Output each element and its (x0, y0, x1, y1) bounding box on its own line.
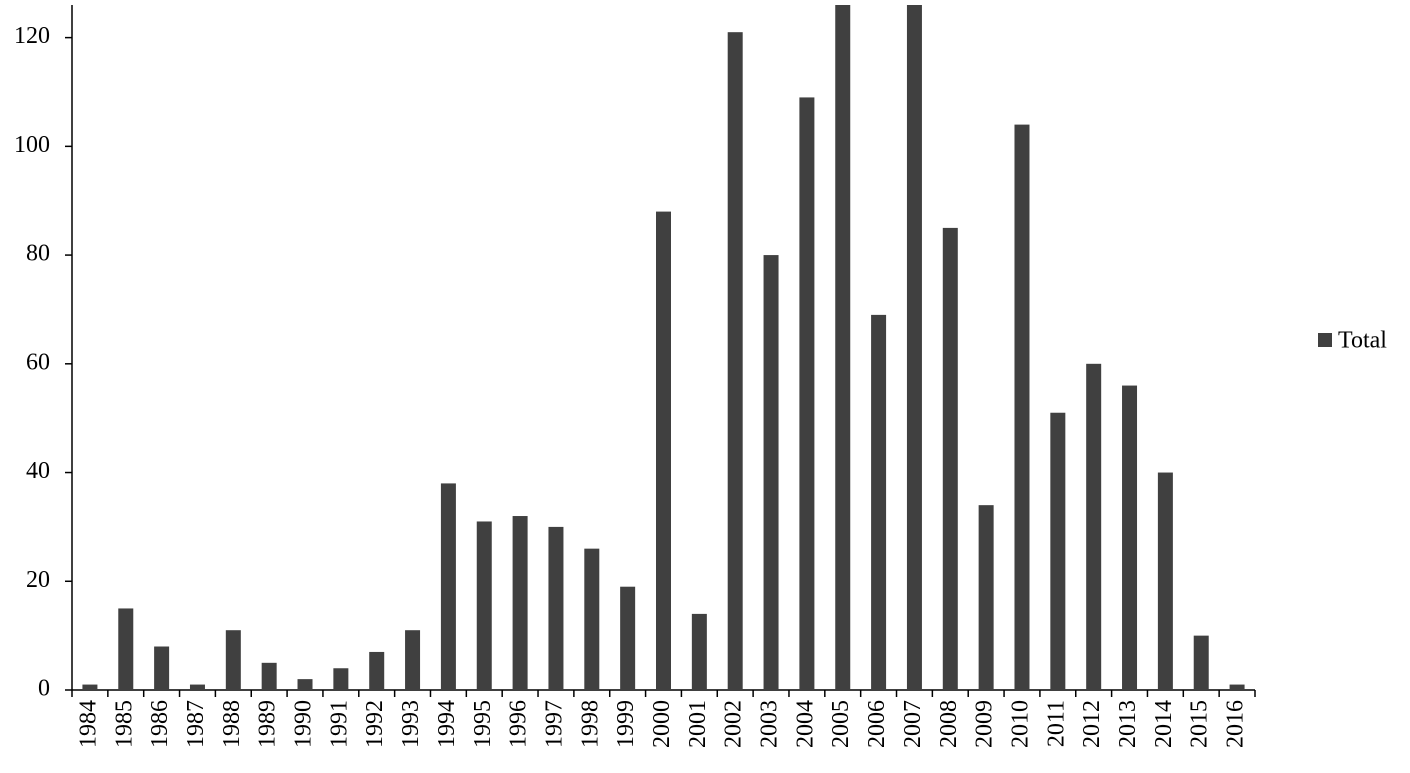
bar (871, 314, 887, 690)
bar (1193, 635, 1209, 690)
x-tick-label: 2003 (757, 700, 783, 748)
bar (727, 32, 743, 690)
bar (835, 5, 851, 690)
bar (548, 526, 564, 690)
bar (691, 613, 707, 690)
x-tick-label: 1990 (291, 700, 317, 748)
bar (799, 97, 815, 690)
bar (1050, 412, 1066, 690)
x-tick-label: 2016 (1223, 700, 1249, 748)
bar (476, 521, 492, 690)
x-tick-label: 2010 (1007, 700, 1033, 748)
x-tick-label: 2011 (1043, 700, 1069, 747)
y-tick-label: 80 (26, 241, 50, 267)
x-tick-label: 1993 (398, 700, 424, 748)
bar (620, 586, 636, 690)
bar (297, 679, 313, 690)
x-tick-label: 2007 (900, 700, 926, 748)
bar (906, 5, 922, 690)
bar (656, 211, 671, 691)
x-tick-label: 1984 (75, 700, 101, 748)
x-tick-label: 2004 (792, 700, 818, 748)
x-tick-label: 2015 (1187, 700, 1213, 748)
legend-swatch (1318, 333, 1332, 347)
x-tick-label: 1992 (362, 700, 388, 748)
x-tick-label: 2012 (1079, 700, 1105, 748)
bar (225, 630, 241, 690)
x-tick-label: 2009 (972, 700, 998, 748)
x-tick-label: 1991 (326, 700, 352, 748)
bar (942, 227, 958, 690)
x-tick-label: 1988 (219, 700, 245, 748)
x-tick-label: 1986 (147, 700, 173, 748)
y-tick-label: 0 (38, 676, 50, 702)
bar (82, 684, 98, 690)
x-tick-label: 1985 (111, 700, 137, 748)
x-tick-label: 2000 (649, 700, 675, 748)
x-tick-label: 2002 (721, 700, 747, 748)
bar (154, 646, 170, 690)
y-tick-label: 120 (14, 23, 50, 49)
x-tick-label: 1996 (506, 700, 532, 748)
bar (512, 516, 528, 690)
legend-label: Total (1338, 328, 1387, 354)
bar (369, 651, 385, 690)
y-tick-label: 60 (26, 349, 50, 375)
x-tick-label: 2005 (828, 700, 854, 748)
bar (189, 684, 205, 690)
bar (405, 630, 421, 690)
x-tick-label: 2006 (864, 700, 890, 748)
x-tick-label: 1994 (434, 700, 460, 748)
bar (763, 255, 779, 691)
x-tick-label: 2013 (1115, 700, 1141, 748)
x-tick-label: 2001 (685, 700, 711, 748)
bar (118, 608, 134, 690)
x-tick-label: 1999 (613, 700, 639, 748)
x-tick-label: 1989 (255, 700, 281, 748)
x-tick-label: 1987 (183, 700, 209, 748)
bar (1014, 124, 1030, 691)
y-tick-label: 100 (14, 132, 50, 158)
bar (1229, 684, 1245, 690)
bar (333, 668, 349, 690)
bar (978, 505, 994, 690)
x-tick-label: 1995 (470, 700, 496, 748)
bar (1086, 363, 1102, 690)
bar (1157, 472, 1173, 690)
x-tick-label: 1998 (577, 700, 603, 748)
bar (1122, 385, 1138, 690)
y-tick-label: 20 (26, 567, 50, 593)
x-tick-label: 1997 (541, 700, 567, 748)
x-tick-label: 2014 (1151, 700, 1177, 748)
bar (584, 548, 600, 690)
x-tick-label: 2008 (936, 700, 962, 748)
bar (440, 483, 456, 690)
bar (261, 662, 277, 690)
y-tick-label: 40 (26, 458, 50, 484)
